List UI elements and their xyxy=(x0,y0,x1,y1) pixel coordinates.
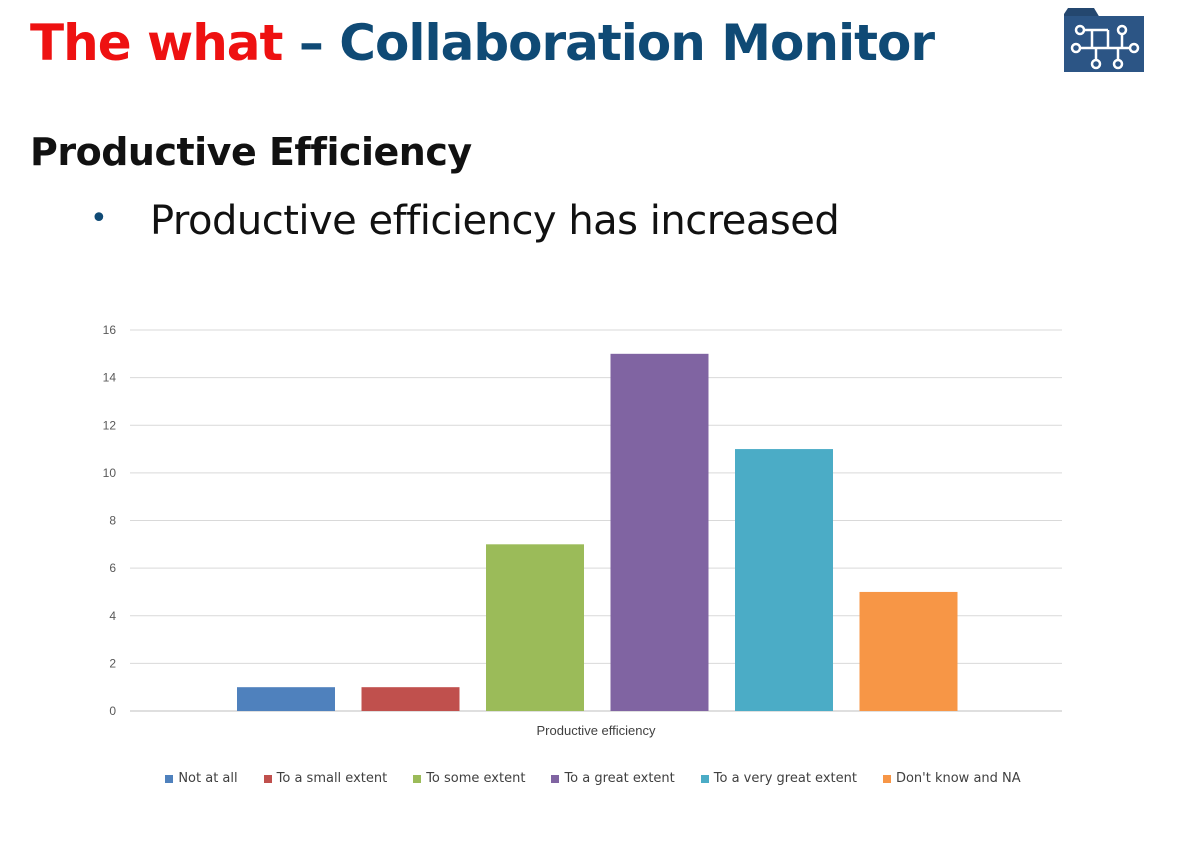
bullet-text: Productive efficiency has increased xyxy=(150,198,840,244)
x-category-label: Productive efficiency xyxy=(537,723,656,738)
bar xyxy=(361,687,460,711)
folder-network-icon xyxy=(1064,8,1144,72)
legend-label: To a very great extent xyxy=(713,771,857,786)
legend-item: Not at all xyxy=(165,771,238,786)
bar xyxy=(735,449,833,711)
title-highlight: The what xyxy=(30,14,283,72)
bar xyxy=(859,591,958,711)
page-title: The what – Collaboration Monitor xyxy=(30,14,935,72)
legend-swatch xyxy=(165,774,174,783)
title-subject: – Collaboration Monitor xyxy=(298,14,935,72)
y-tick-label: 4 xyxy=(109,609,116,623)
bullet-item: • Productive efficiency has increased xyxy=(90,198,840,244)
legend-label: To a great extent xyxy=(564,771,675,786)
y-tick-label: 14 xyxy=(103,371,117,385)
section-heading: Productive Efficiency xyxy=(30,130,472,174)
bullet-icon: • xyxy=(90,201,108,236)
bar xyxy=(237,687,335,711)
legend-label: Don't know and NA xyxy=(895,771,1021,786)
legend-item: To a great extent xyxy=(551,771,675,786)
legend-swatch xyxy=(700,774,709,783)
y-tick-label: 10 xyxy=(103,466,117,480)
y-tick-label: 16 xyxy=(103,323,117,337)
legend-item: To a small extent xyxy=(263,771,388,786)
legend-swatch xyxy=(551,774,560,783)
legend-swatch xyxy=(413,774,422,783)
legend-item: Don't know and NA xyxy=(882,771,1021,786)
y-tick-label: 2 xyxy=(109,656,116,670)
y-tick-label: 8 xyxy=(109,514,116,528)
legend-label: Not at all xyxy=(178,771,238,786)
legend-item: To a very great extent xyxy=(700,771,857,786)
chart-legend: Not at all To a small extent To some exten… xyxy=(0,771,1193,786)
y-tick-label: 6 xyxy=(109,561,116,575)
legend-item: To some extent xyxy=(413,771,525,786)
bar xyxy=(610,353,709,711)
bar xyxy=(486,544,584,711)
legend-label: To some extent xyxy=(426,771,526,786)
bar-chart: 0 2 4 6 8 10 12 14 16 Productive efficiency xyxy=(103,323,1062,738)
y-tick-label: 12 xyxy=(103,418,117,432)
legend-swatch xyxy=(263,774,272,783)
legend-swatch xyxy=(882,774,891,783)
legend-label: To a small extent xyxy=(276,771,388,786)
y-tick-label: 0 xyxy=(109,704,116,718)
